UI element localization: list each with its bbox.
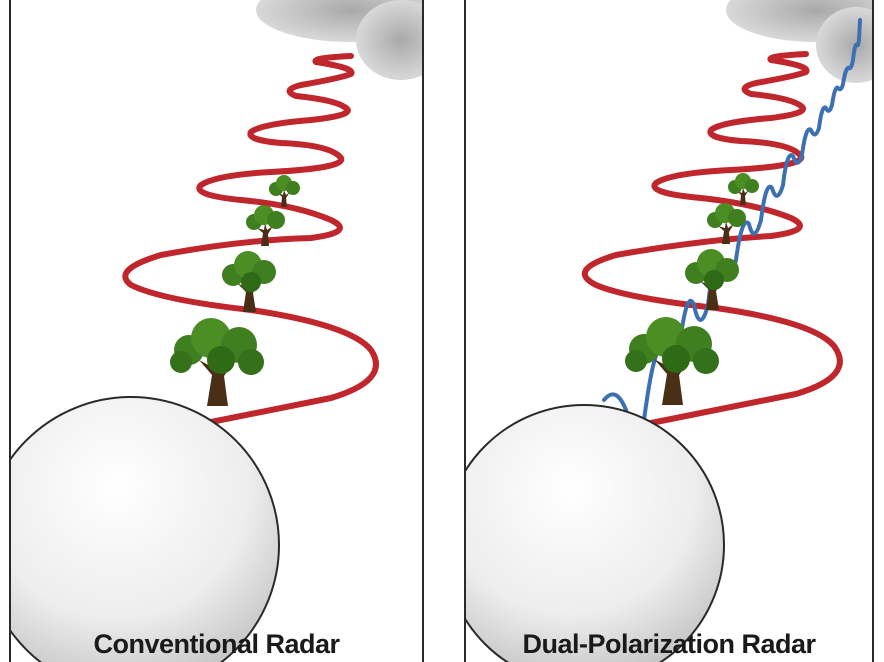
storm-cloud bbox=[726, 0, 872, 83]
tree-icon bbox=[269, 175, 300, 207]
tree-icon bbox=[170, 318, 264, 406]
tree-icon bbox=[728, 173, 759, 205]
conventional-radar-illustration bbox=[11, 0, 422, 662]
tree-icon bbox=[246, 205, 285, 246]
radar-dome bbox=[466, 404, 725, 662]
tree-icon bbox=[222, 251, 276, 312]
dual-polarization-radar-panel: Dual-Polarization Radar bbox=[464, 0, 874, 662]
horizontal-wave bbox=[581, 51, 843, 429]
panel-caption: Dual-Polarization Radar bbox=[522, 629, 816, 659]
tree-icon bbox=[707, 203, 746, 244]
conventional-radar-panel: Conventional Radar bbox=[9, 0, 424, 662]
storm-cloud bbox=[256, 0, 422, 80]
radar-dome bbox=[11, 396, 280, 662]
horizontal-wave bbox=[122, 53, 379, 431]
tree-icon bbox=[685, 249, 739, 310]
dual-polarization-radar-illustration bbox=[466, 0, 872, 662]
tree-icon bbox=[625, 317, 719, 405]
panel-caption: Conventional Radar bbox=[93, 629, 340, 659]
